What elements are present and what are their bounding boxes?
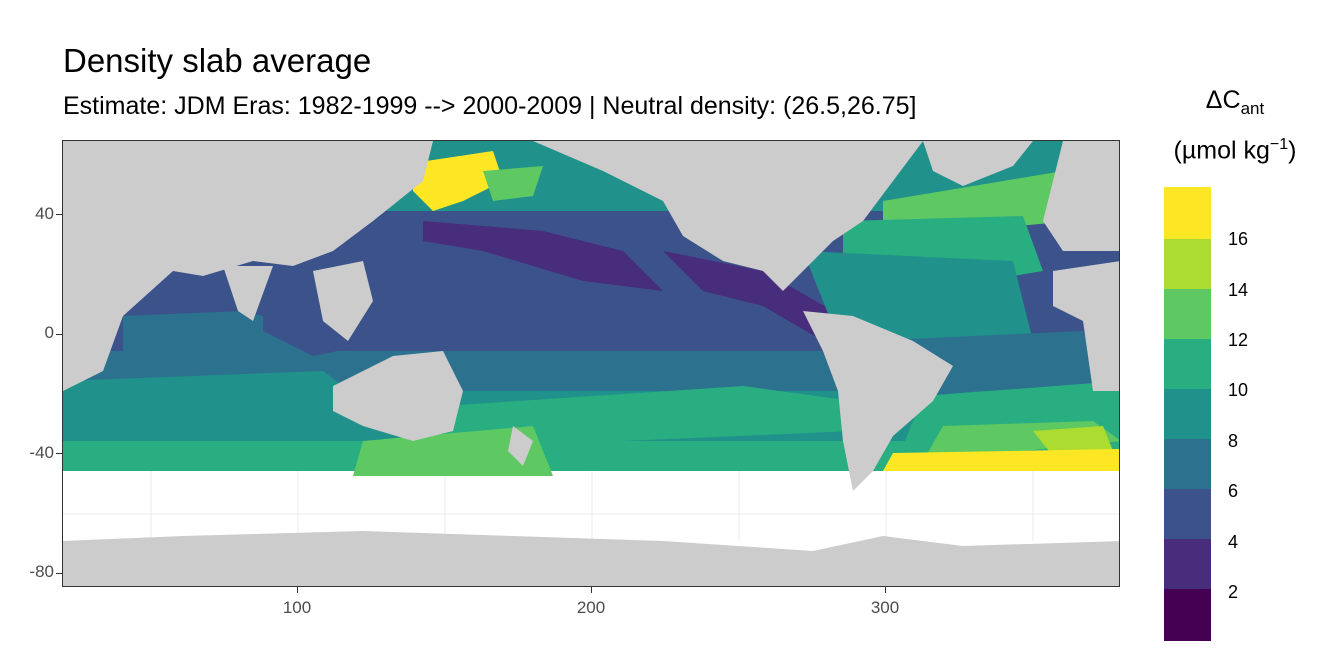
map-title: Density slab average [63,42,372,79]
x-tick-mark [297,587,298,593]
kuroshio-mid [483,166,543,201]
y-tick-label: 40 [35,204,54,223]
land-se-asia [313,261,373,341]
land-new-zealand [508,426,533,466]
land-africa [63,141,173,391]
y-tick-mark [56,334,62,335]
x-tick-label: 200 [576,598,606,617]
south-atlantic-max [883,449,1119,471]
legend-unit-exponent: −1 [1269,136,1289,153]
y-tick-mark [56,214,62,215]
land-india [223,266,273,321]
land-europe [1043,141,1119,251]
land [63,141,1119,586]
legend-swatch [1164,289,1211,339]
legend-label: 8 [1228,431,1239,451]
x-tick-label: 100 [282,598,312,617]
south-pacific-band [443,386,853,441]
indian-ocean-deep [263,281,363,356]
east-pacific-min [663,251,833,341]
land-australia [333,351,463,441]
x-tick-mark [591,587,592,593]
legend-swatch [1164,389,1211,439]
legend-title-symbol: ΔC [1205,86,1241,114]
ocean-map [63,141,1119,586]
legend-swatch [1164,589,1211,641]
legend-unit-close: ) [1288,136,1297,165]
y-tick-label: 0 [44,323,54,342]
north-pacific-min [423,221,663,291]
legend-title-subscript: ant [1240,99,1265,118]
legend-label: 14 [1228,280,1249,300]
map-panel [62,140,1120,587]
x-tick-mark [885,587,886,593]
y-tick-mark [56,453,62,454]
legend-label: 10 [1228,380,1249,400]
legend-swatch [1164,439,1211,489]
indian-ocean-south [63,371,363,441]
land-north-america [533,141,923,291]
y-tick-label: -80 [29,562,54,581]
legend-label: 12 [1228,330,1249,350]
legend-label: 4 [1228,532,1239,552]
land-eurasia [123,141,433,276]
legend-swatch [1164,239,1211,289]
legend-swatch [1164,539,1211,589]
land-greenland [923,141,1033,186]
legend-unit: (µmol kg−1) [1160,136,1310,165]
south-atlantic-16 [1033,426,1113,456]
legend-label: 6 [1228,481,1239,501]
land-africa-east [1053,261,1119,391]
kuroshio-high [413,151,503,211]
legend-title: ΔCant [1160,86,1310,119]
legend-colorbar [1164,187,1211,641]
y-tick-label: -40 [29,443,54,462]
tasman-band [353,426,553,476]
map-subtitle: Estimate: JDM Eras: 1982-1999 --> 2000-2… [63,92,917,120]
y-tick-mark [56,573,62,574]
land-south-america [803,311,953,491]
legend-unit-text: (µmol kg [1173,136,1270,165]
legend-swatch [1164,489,1211,539]
legend-label: 16 [1228,229,1249,249]
gridlines [63,471,1119,541]
land-antarctica [63,531,1119,586]
legend-label: 2 [1228,582,1239,602]
x-tick-label: 300 [870,598,900,617]
legend-swatch [1164,339,1211,389]
legend-swatch [1164,187,1211,239]
